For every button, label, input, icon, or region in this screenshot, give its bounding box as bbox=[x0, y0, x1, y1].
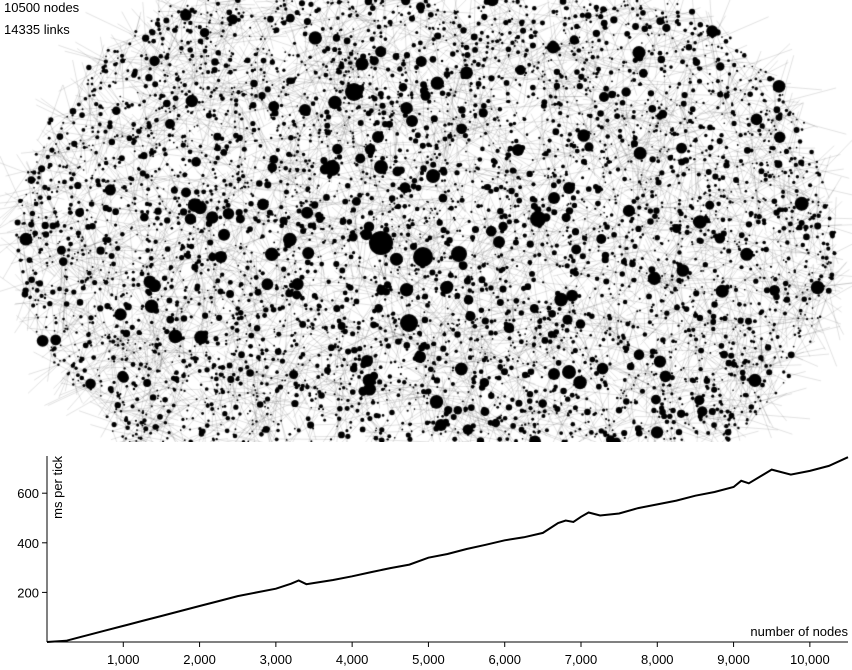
performance-chart: 1,000 2,000 3,000 4,000 5,000 6,000 7,000 8,000… bbox=[17, 456, 849, 667]
series-line bbox=[46, 456, 849, 643]
x-tick-label: 4,000 bbox=[336, 652, 369, 667]
x-tick-label: 1,000 bbox=[107, 652, 140, 667]
y-tick-label: 200 bbox=[17, 585, 39, 600]
x-tick-label: 3,000 bbox=[260, 652, 293, 667]
x-tick-label: 7,000 bbox=[565, 652, 598, 667]
x-axis-label: number of nodes bbox=[750, 624, 848, 639]
x-tick-label: 2,000 bbox=[183, 652, 216, 667]
y-tick-label: 600 bbox=[17, 486, 39, 501]
x-tick-label: 6,000 bbox=[488, 652, 521, 667]
chart-ticks: 1,000 2,000 3,000 4,000 5,000 6,000 7,000 8,000… bbox=[17, 486, 829, 667]
x-tick-label: 5,000 bbox=[412, 652, 445, 667]
chart-axes bbox=[46, 456, 848, 643]
y-axis-label: ms per tick bbox=[50, 456, 65, 519]
x-tick-label: 8,000 bbox=[641, 652, 674, 667]
x-tick-label: 10,000 bbox=[790, 652, 830, 667]
x-tick-label: 9,000 bbox=[717, 652, 750, 667]
link-count: 14335 links bbox=[4, 22, 70, 37]
force-graph-canvas[interactable] bbox=[0, 0, 852, 442]
y-tick-label: 400 bbox=[17, 536, 39, 551]
node-count: 10500 nodes bbox=[4, 0, 80, 15]
